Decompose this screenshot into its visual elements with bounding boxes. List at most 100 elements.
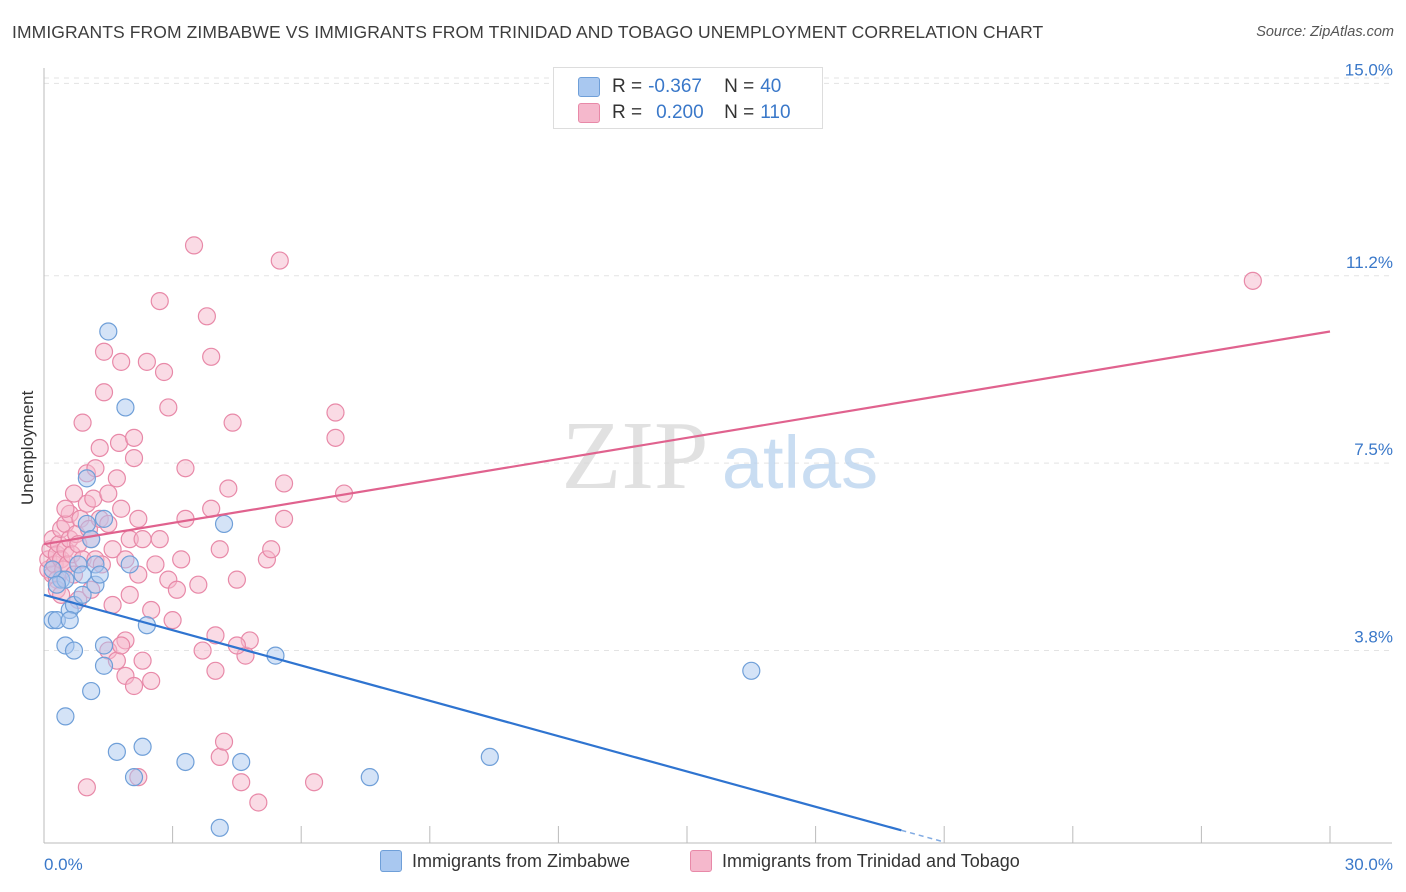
data-point (159, 398, 178, 417)
chart-title: IMMIGRANTS FROM ZIMBABWE VS IMMIGRANTS F… (12, 22, 1044, 42)
pink-swatch (578, 103, 600, 123)
data-point (206, 626, 225, 645)
data-point (146, 555, 165, 574)
series-trinidad-points (39, 236, 1262, 812)
data-point (210, 818, 229, 837)
watermark-atlas: atlas (722, 421, 878, 504)
data-point (120, 555, 139, 574)
data-point (154, 362, 174, 382)
legend-label-trinidad: Immigrants from Trinidad and Tobago (722, 850, 1020, 871)
data-point (214, 514, 234, 534)
x-tick-label: 0.0% (44, 855, 83, 874)
data-point (163, 611, 182, 630)
n-label-2: N = (724, 102, 755, 123)
data-point (94, 342, 114, 361)
data-point (326, 403, 345, 422)
data-point (112, 636, 131, 655)
data-point (90, 565, 109, 584)
data-point (189, 575, 208, 594)
data-point (214, 732, 234, 751)
data-point (167, 580, 186, 599)
data-point (112, 499, 131, 518)
data-point (94, 383, 114, 402)
trendlines (43, 330, 1331, 843)
data-point (124, 448, 144, 468)
data-point (60, 611, 79, 630)
y-tick-label: 7.5% (1354, 440, 1393, 459)
data-point (202, 347, 221, 366)
data-point (103, 540, 122, 559)
data-point (77, 469, 96, 488)
data-point (107, 469, 126, 488)
data-point (326, 428, 345, 447)
data-point (133, 530, 152, 549)
legend-label-zimbabwe: Immigrants from Zimbabwe (412, 850, 631, 871)
blue-swatch (578, 77, 600, 97)
data-point (232, 752, 251, 772)
data-point (137, 352, 156, 371)
data-point (360, 768, 379, 787)
data-point (172, 550, 191, 569)
data-point (1243, 271, 1262, 290)
r-label-2: R = (612, 102, 643, 123)
data-point (227, 570, 246, 589)
data-point (124, 428, 144, 447)
stats-legend: R = -0.367 N = 40 R = 0.200 N = 110 (553, 67, 823, 129)
bottom-legend: Immigrants from Zimbabwe Immigrants from… (0, 850, 1406, 880)
data-point (77, 778, 96, 797)
legend-swatch-pink (690, 850, 712, 872)
y-axis-label: Unemployment (18, 390, 37, 505)
n-value-zimbabwe: 40 (760, 76, 782, 97)
tick-labels: 3.8% 7.5% 11.2% 15.0% 0.0% 30.0% (44, 60, 1393, 874)
data-point (124, 676, 144, 696)
r-label-1: R = (612, 76, 643, 97)
x-tick-label: 30.0% (1345, 855, 1393, 874)
data-point (56, 499, 75, 518)
data-point (262, 540, 281, 559)
data-point (219, 479, 238, 498)
data-point (77, 514, 96, 534)
legend-swatch-blue (380, 850, 402, 872)
data-point (193, 641, 212, 660)
legend-item-trinidad[interactable]: Immigrants from Trinidad and Tobago (690, 850, 1020, 872)
data-point (99, 322, 118, 341)
stats-row-zimbabwe: R = -0.367 N = 40 (578, 76, 781, 98)
n-value-trinidad: 110 (760, 102, 791, 123)
data-point (176, 752, 195, 772)
data-point (82, 530, 101, 549)
r-value-trinidad: 0.200 (656, 102, 704, 123)
trendline-zimbabwe (43, 593, 902, 832)
data-point (742, 661, 761, 680)
source-label: Source: ZipAtlas.com (1256, 24, 1394, 40)
data-point (129, 509, 148, 528)
data-point (142, 671, 161, 691)
legend-item-zimbabwe[interactable]: Immigrants from Zimbabwe (380, 850, 630, 872)
data-point (133, 651, 152, 670)
data-point (90, 438, 109, 458)
y-tick-label: 11.2% (1346, 253, 1393, 272)
data-point (47, 575, 66, 594)
data-point (270, 251, 289, 270)
data-point (274, 474, 294, 493)
data-point (304, 773, 324, 792)
data-point (150, 291, 169, 311)
watermark-zip: ZIP (562, 402, 709, 510)
data-point (73, 413, 92, 432)
y-tick-label: 15.0% (1345, 60, 1393, 79)
data-point (99, 484, 118, 503)
data-point (249, 793, 268, 812)
n-label-1: N = (724, 76, 755, 97)
data-point (274, 509, 294, 528)
data-point (232, 773, 251, 792)
data-point (210, 540, 229, 559)
data-point (266, 646, 285, 665)
data-point (82, 681, 101, 701)
data-point (64, 484, 84, 503)
stats-row-trinidad: R = 0.200 N = 110 (578, 102, 791, 124)
r-value-zimbabwe: -0.367 (648, 76, 702, 97)
data-point (480, 747, 499, 767)
data-point (223, 413, 242, 432)
watermark: ZIP atlas (562, 402, 879, 510)
gridlines (44, 77, 1392, 652)
